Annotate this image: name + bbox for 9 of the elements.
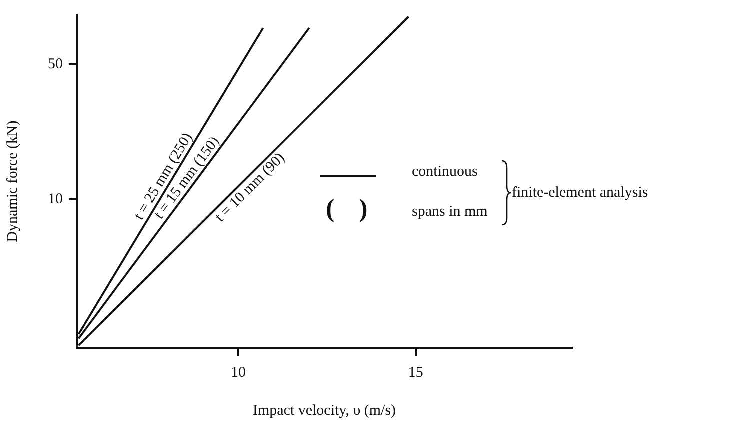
annotation: finite-element analysis (512, 185, 648, 202)
annotation: ( ) (326, 194, 368, 224)
x-axis-title: Impact velocity, υ (m/s) (252, 402, 396, 419)
x-tick-label: 15 (408, 364, 424, 381)
text: t = 10 mm (90) (212, 150, 288, 226)
annotation: spans in mm (412, 204, 488, 221)
y-tick-label: 50 (48, 56, 63, 72)
y-axis-title: Dynamic force (kN) (4, 120, 21, 242)
annotation: continuous (412, 164, 478, 181)
